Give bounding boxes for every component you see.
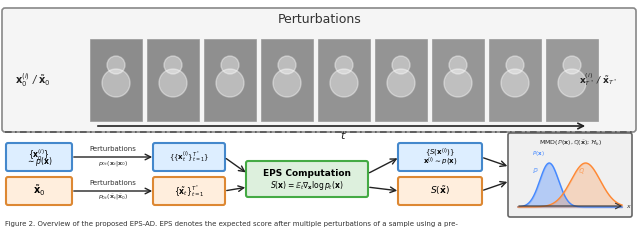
Bar	[318, 39, 370, 121]
Text: Perturbations: Perturbations	[278, 13, 362, 26]
Bar	[261, 39, 313, 121]
Text: $\{\mathbf{x}_0^{(i)}\}$: $\{\mathbf{x}_0^{(i)}\}$	[28, 147, 50, 163]
Text: $\mathbf{x}_{T^*}^{(i)}$ / $\tilde{\mathbf{x}}_{T^*}$: $\mathbf{x}_{T^*}^{(i)}$ / $\tilde{\math…	[579, 72, 617, 88]
Bar	[90, 39, 142, 121]
Circle shape	[102, 69, 130, 97]
Bar	[546, 39, 598, 121]
Bar	[432, 39, 484, 121]
Bar	[489, 39, 541, 121]
Text: $\mathbb{P}$: $\mathbb{P}$	[532, 166, 539, 175]
Bar	[204, 39, 256, 121]
Circle shape	[273, 69, 301, 97]
Text: $\mathbf{x}_0^{(i)}$ / $\tilde{\mathbf{x}}_0$: $\mathbf{x}_0^{(i)}$ / $\tilde{\mathbf{x…	[15, 71, 51, 89]
FancyBboxPatch shape	[153, 143, 225, 171]
FancyBboxPatch shape	[153, 177, 225, 205]
Text: $P(\mathbf{x})$: $P(\mathbf{x})$	[532, 149, 545, 158]
Circle shape	[558, 69, 586, 97]
Text: EPS Computation: EPS Computation	[263, 169, 351, 178]
Circle shape	[216, 69, 244, 97]
Text: $\tilde{\mathbf{x}}_0$: $\tilde{\mathbf{x}}_0$	[33, 184, 45, 198]
FancyBboxPatch shape	[398, 177, 482, 205]
Text: Perturbations: Perturbations	[90, 146, 136, 152]
Circle shape	[444, 69, 472, 97]
Text: x: x	[626, 204, 630, 209]
Circle shape	[392, 56, 410, 74]
FancyBboxPatch shape	[398, 143, 482, 171]
Text: $\{\{\mathbf{x}_t^{(i)}\}_{t=1}^{T^*}\}$: $\{\{\mathbf{x}_t^{(i)}\}_{t=1}^{T^*}\}$	[169, 150, 209, 164]
Text: Perturbations: Perturbations	[90, 180, 136, 186]
Text: $\mathbb{Q}$: $\mathbb{Q}$	[578, 166, 585, 176]
Circle shape	[278, 56, 296, 74]
Text: $S(\tilde{\mathbf{x}})$: $S(\tilde{\mathbf{x}})$	[430, 185, 450, 197]
Circle shape	[107, 56, 125, 74]
Circle shape	[330, 69, 358, 97]
FancyBboxPatch shape	[508, 133, 632, 217]
Text: $\sim p(\mathbf{x})$: $\sim p(\mathbf{x})$	[26, 155, 52, 169]
Text: $S(\mathbf{x}) = \mathbb{E}_t \nabla_\mathbf{x} \log p_t(\mathbf{x})$: $S(\mathbf{x}) = \mathbb{E}_t \nabla_\ma…	[270, 178, 344, 191]
FancyBboxPatch shape	[6, 143, 72, 171]
Bar	[147, 39, 199, 121]
Bar	[375, 39, 427, 121]
Circle shape	[387, 69, 415, 97]
Circle shape	[563, 56, 581, 74]
Text: MMD($\mathbb{P}(\mathbf{x}),\mathbb{Q}(\tilde{\mathbf{x}});\mathcal{H}_k$): MMD($\mathbb{P}(\mathbf{x}),\mathbb{Q}(\…	[538, 138, 602, 148]
FancyBboxPatch shape	[2, 8, 636, 132]
Circle shape	[159, 69, 187, 97]
Circle shape	[335, 56, 353, 74]
Circle shape	[501, 69, 529, 97]
Text: Figure 2. Overview of the proposed EPS-AD. EPS denotes the expected score after : Figure 2. Overview of the proposed EPS-A…	[5, 221, 458, 227]
Text: $t$: $t$	[340, 129, 347, 141]
Text: $\{\tilde{\mathbf{x}}_t\}_{t=1}^{T^*}$: $\{\tilde{\mathbf{x}}_t\}_{t=1}^{T^*}$	[173, 183, 204, 199]
FancyBboxPatch shape	[246, 161, 368, 197]
FancyBboxPatch shape	[6, 177, 72, 205]
Circle shape	[164, 56, 182, 74]
Text: $p_{0t}(\mathbf{x}_t|\mathbf{x}_0)$: $p_{0t}(\mathbf{x}_t|\mathbf{x}_0)$	[98, 159, 128, 168]
Circle shape	[506, 56, 524, 74]
Text: $p_{0t}(\tilde{\mathbf{x}}_t|\tilde{\mathbf{x}}_0)$: $p_{0t}(\tilde{\mathbf{x}}_t|\tilde{\mat…	[98, 193, 128, 202]
Circle shape	[221, 56, 239, 74]
Text: $\{S(\mathbf{x}^{(i)})\}$: $\{S(\mathbf{x}^{(i)})\}$	[425, 147, 455, 160]
Circle shape	[449, 56, 467, 74]
Text: $\mathbf{x}^{(i)}\sim p(\mathbf{x})$: $\mathbf{x}^{(i)}\sim p(\mathbf{x})$	[423, 156, 457, 168]
